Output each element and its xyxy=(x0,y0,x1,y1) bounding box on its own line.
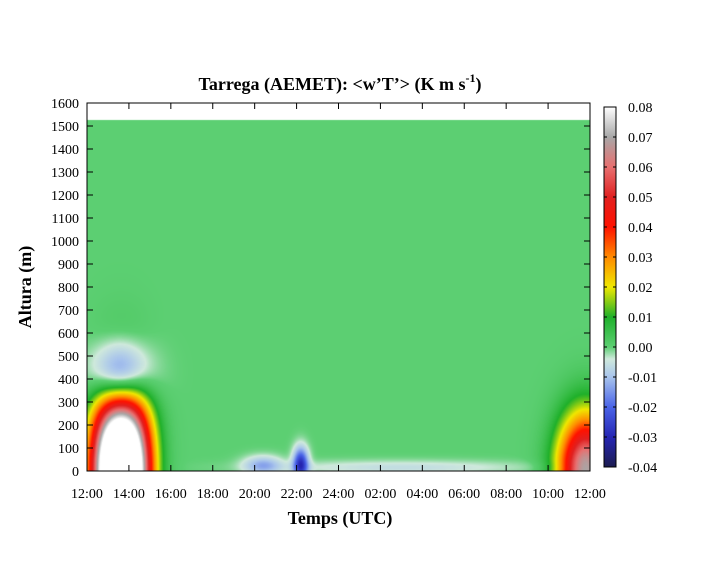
x-tick-label: 24:00 xyxy=(323,487,355,502)
colorbar-tick-label: -0.01 xyxy=(628,371,657,386)
x-tick-label: 12:00 xyxy=(574,487,606,502)
y-tick-label: 1400 xyxy=(51,143,79,158)
x-axis-label: Temps (UTC) xyxy=(288,508,393,529)
y-axis-label: Altura (m) xyxy=(15,246,36,328)
x-tick-label: 16:00 xyxy=(155,487,187,502)
chart-title: Tarrega (AEMET): <w’T’> (K m s-1) xyxy=(199,71,482,95)
y-tick-label: 700 xyxy=(58,304,79,319)
y-tick-label: 100 xyxy=(58,442,79,457)
y-tick-label: 1100 xyxy=(52,212,79,227)
colorbar-tick-label: -0.02 xyxy=(628,401,657,416)
y-tick-label: 1600 xyxy=(51,97,79,112)
x-tick-label: 20:00 xyxy=(239,487,271,502)
heatmap-plot-area xyxy=(86,102,591,472)
colorbar-tick-label: 0.07 xyxy=(628,131,653,146)
colorbar: 0.08 0.07 0.06 0.05 0.04 0.03 0.02 0.01 0.00 -0.0… xyxy=(603,101,657,476)
y-tick-label: 800 xyxy=(58,281,79,296)
colorbar-tick-label: 0.06 xyxy=(628,161,653,176)
x-tick-label: 22:00 xyxy=(281,487,313,502)
colorbar-tick-label: 0.00 xyxy=(628,341,653,356)
colorbar-tick-label: 0.05 xyxy=(628,191,653,206)
x-tick-label: 12:00 xyxy=(71,487,103,502)
colorbar-tick-label: 0.01 xyxy=(628,311,653,326)
colorbar-tick-label: 0.08 xyxy=(628,101,653,116)
colorbar-tick-label: 0.02 xyxy=(628,281,653,296)
colorbar-tick-label: 0.04 xyxy=(628,221,653,236)
y-axis-ticks: 0 100 200 300 400 500 600 700 800 900 1000 1100 1200… xyxy=(51,97,590,480)
y-tick-label: 300 xyxy=(58,396,79,411)
x-tick-label: 18:00 xyxy=(197,487,229,502)
x-tick-label: 14:00 xyxy=(113,487,145,502)
y-tick-label: 200 xyxy=(58,419,79,434)
colorbar-tick-label: -0.03 xyxy=(628,431,657,446)
chart-title-close: ) xyxy=(476,74,482,95)
y-tick-label: 900 xyxy=(58,258,79,273)
x-tick-label: 06:00 xyxy=(448,487,480,502)
x-axis-ticks: 12:00 14:00 16:00 18:00 20:00 22:00 24:00 02:00… xyxy=(71,103,606,502)
y-tick-label: 400 xyxy=(58,373,79,388)
y-tick-label: 1200 xyxy=(51,189,79,204)
x-tick-label: 10:00 xyxy=(532,487,564,502)
y-tick-label: 600 xyxy=(58,327,79,342)
colorbar-tick-label: -0.04 xyxy=(628,461,657,476)
y-tick-label: 1500 xyxy=(51,120,79,135)
chart-title-main: Tarrega (AEMET): <w’T’> (K m s xyxy=(199,74,466,95)
y-tick-label: 1300 xyxy=(51,166,79,181)
y-tick-label: 1000 xyxy=(51,235,79,250)
y-tick-label: 0 xyxy=(72,465,79,480)
y-tick-label: 500 xyxy=(58,350,79,365)
x-tick-label: 04:00 xyxy=(406,487,438,502)
chart-title-superscript: -1 xyxy=(466,71,476,85)
x-tick-label: 08:00 xyxy=(490,487,522,502)
heatmap-field xyxy=(87,103,590,471)
colorbar-tick-label: 0.03 xyxy=(628,251,653,266)
x-tick-label: 02:00 xyxy=(364,487,396,502)
